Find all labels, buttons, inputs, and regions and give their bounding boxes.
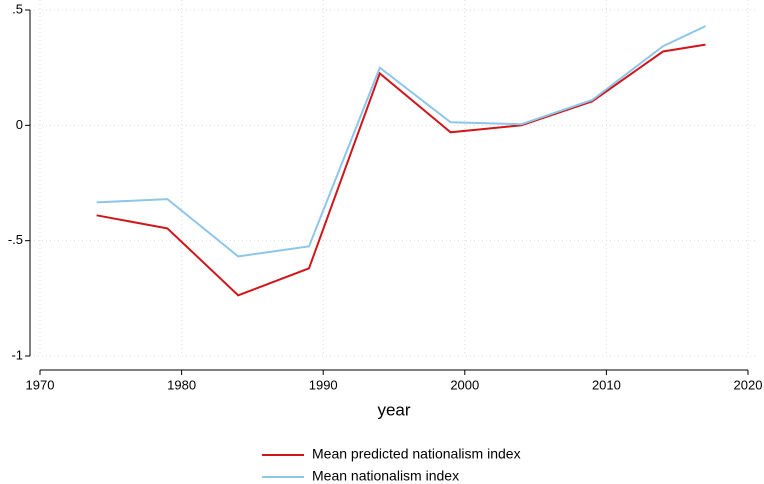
x-axis-title: year <box>377 400 410 419</box>
y-tick-label: -.5 <box>8 232 23 247</box>
x-tick-label: 1990 <box>309 377 338 392</box>
x-tick-label: 1970 <box>26 377 55 392</box>
data-line <box>96 25 706 258</box>
y-tick-label: .5 <box>12 1 23 16</box>
y-tick-label: 0 <box>16 117 23 132</box>
x-tick-label: 2010 <box>592 377 621 392</box>
legend-text: Mean nationalism index <box>312 468 459 484</box>
data-line <box>96 43 706 297</box>
x-tick-label: 2000 <box>450 377 479 392</box>
x-tick-label: 1980 <box>167 377 196 392</box>
x-tick-label: 2020 <box>734 377 763 392</box>
legend-text: Mean predicted nationalism index <box>312 446 521 462</box>
y-tick-label: -1 <box>11 347 23 362</box>
